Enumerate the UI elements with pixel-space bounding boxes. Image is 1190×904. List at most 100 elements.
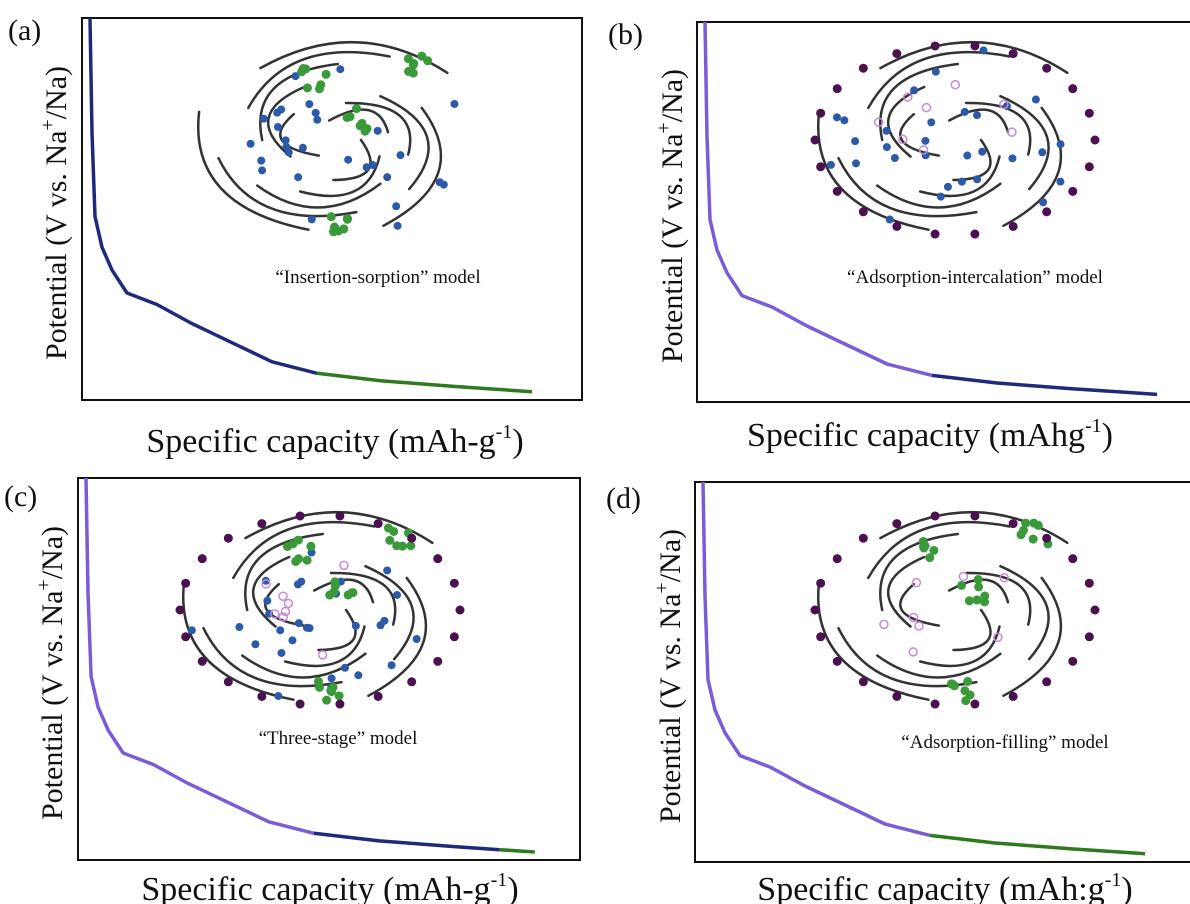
- surface-sodium: [373, 691, 383, 701]
- defect-sodium: [873, 117, 884, 127]
- sodium-ion: [851, 137, 860, 146]
- surface-sodium: [832, 84, 842, 94]
- sodium-ion: [307, 215, 316, 224]
- defect-sodium: [950, 79, 961, 90]
- sodium-ion: [383, 173, 392, 182]
- defect-sodium: [993, 632, 1003, 643]
- surface-sodium: [930, 511, 940, 521]
- graphene-layer: [182, 580, 295, 701]
- sodium-ion: [380, 616, 389, 625]
- surface-sodium: [1008, 691, 1018, 701]
- sodium-ion: [368, 161, 377, 170]
- surface-sodium: [816, 108, 826, 118]
- panel-label: (b): [608, 18, 643, 51]
- graphene-layer: [947, 108, 1010, 134]
- discharge-curve: [701, 481, 931, 838]
- surface-sodium: [1042, 207, 1052, 217]
- surface-sodium: [810, 605, 820, 615]
- sodium-ion: [313, 115, 322, 124]
- sodium-ion: [281, 136, 290, 145]
- sodium-ion: [288, 636, 297, 645]
- sodium-ion: [261, 576, 270, 585]
- sodium-ion: [273, 122, 282, 131]
- pore-sodium: [314, 84, 324, 94]
- graphene-layer: [867, 520, 1011, 580]
- sodium-ion: [294, 619, 303, 628]
- sodium-ion: [277, 648, 286, 657]
- defect-sodium: [958, 571, 969, 582]
- surface-sodium: [1008, 221, 1018, 231]
- sodium-ion: [305, 100, 314, 109]
- pore-sodium: [325, 590, 335, 600]
- sodium-ion: [979, 46, 988, 55]
- pore-sodium: [302, 83, 312, 93]
- defect-sodium: [999, 572, 1009, 583]
- graphene-layer: [283, 625, 366, 668]
- surface-sodium: [449, 632, 459, 642]
- plot-frame: [696, 21, 1190, 403]
- plot-frame: [77, 477, 581, 861]
- pore-sodium: [961, 696, 971, 706]
- x-label-sup: -1: [491, 869, 508, 891]
- sodium-ion: [1056, 140, 1065, 149]
- sodium-ion: [852, 159, 861, 168]
- surface-sodium: [1084, 162, 1094, 172]
- surface-sodium: [1068, 656, 1078, 666]
- surface-sodium: [970, 229, 980, 239]
- surface-sodium: [816, 632, 826, 642]
- sodium-ion: [187, 626, 196, 635]
- pore-sodium: [925, 553, 935, 563]
- defect-sodium: [278, 612, 288, 622]
- x-axis-label: Specific capacity (mAh:g-1): [757, 869, 1132, 904]
- panel: (a) Potential (V vs. Na+/Na) Specific capa…: [8, 14, 583, 460]
- carbon-schematic: [197, 40, 459, 237]
- graphene-layer: [952, 138, 992, 182]
- pore-sodium: [342, 214, 352, 224]
- x-label-sup: -1: [1105, 869, 1122, 891]
- graphene-layer: [952, 608, 992, 652]
- graphene-layer: [241, 652, 367, 679]
- y-label-text: Potential (V vs. Na: [36, 591, 69, 820]
- x-label-text: Specific capacity (mAh-g: [146, 423, 495, 460]
- graphene-layer: [918, 625, 1001, 668]
- sodium-ion: [840, 116, 849, 125]
- sodium-ion: [1008, 154, 1017, 163]
- sodium-ion: [344, 155, 353, 164]
- surface-sodium: [433, 656, 443, 666]
- defect-sodium: [908, 647, 918, 657]
- sodium-ion: [373, 126, 382, 135]
- discharge-curve: [703, 21, 933, 378]
- surface-sodium: [816, 162, 826, 172]
- graphene-layer: [298, 155, 381, 198]
- graphene-layer: [197, 110, 310, 231]
- x-axis-label: Specific capacity (mAh-g-1): [141, 869, 518, 904]
- sodium-ion: [882, 126, 891, 135]
- sodium-ion: [890, 154, 899, 163]
- sodium-ion: [936, 192, 945, 201]
- pore-sodium: [291, 556, 301, 566]
- defect-sodium: [918, 145, 929, 155]
- pore-sodium: [973, 575, 983, 585]
- pore-sodium: [957, 580, 967, 590]
- defect-sodium: [921, 102, 932, 113]
- sodium-ion: [412, 635, 421, 644]
- graphene-layer: [999, 564, 1050, 661]
- sodium-ion: [274, 692, 283, 701]
- pore-sodium: [397, 541, 407, 551]
- pore-sodium: [282, 541, 292, 551]
- graphene-layer: [899, 582, 941, 627]
- surface-sodium: [832, 554, 842, 564]
- graphene-layer: [244, 532, 325, 612]
- pore-sodium: [1033, 520, 1043, 530]
- pore-sodium: [355, 121, 365, 131]
- x-label-tail: ): [1121, 871, 1132, 904]
- surface-sodium: [832, 656, 842, 666]
- graphene-layer: [879, 532, 960, 612]
- sodium-ion: [1031, 95, 1040, 104]
- sodium-ion: [383, 566, 392, 575]
- sodium-ion: [931, 67, 940, 76]
- sodium-ion: [960, 107, 969, 116]
- sodium-ion: [392, 202, 401, 211]
- graphene-layer: [256, 182, 382, 209]
- surface-sodium: [175, 605, 185, 615]
